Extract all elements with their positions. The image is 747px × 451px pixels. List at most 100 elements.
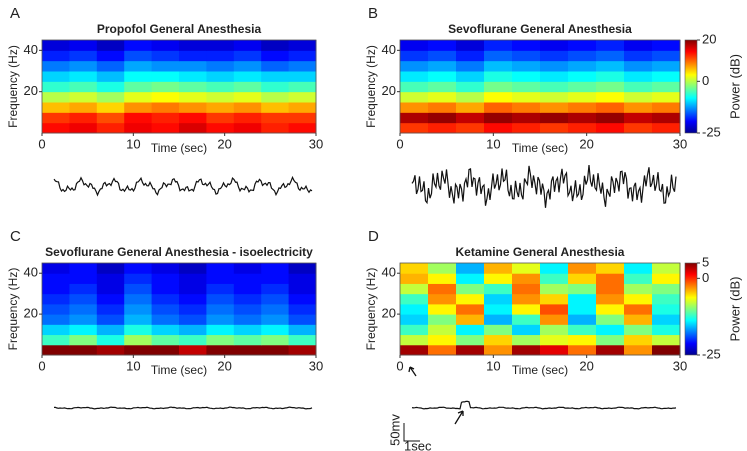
- x-tick-label: 30: [309, 358, 323, 373]
- heat-cell: [484, 324, 513, 336]
- heat-cell: [456, 324, 485, 336]
- heat-cell: [96, 273, 125, 284]
- heat-cell: [568, 112, 597, 124]
- heat-cell: [624, 314, 653, 325]
- heat-cell: [484, 102, 513, 113]
- heat-cell: [124, 50, 153, 62]
- heat-cell: [42, 303, 70, 315]
- y-tick-label: 20: [382, 306, 396, 321]
- heat-cell: [288, 303, 317, 315]
- heat-cell: [456, 40, 485, 51]
- y-axis-label: Frequency (Hz): [364, 268, 378, 351]
- heat-cell: [288, 40, 317, 51]
- heat-cell: [652, 263, 681, 274]
- heat-cell: [456, 91, 485, 103]
- panel-label: C: [10, 228, 21, 245]
- heat-cell: [428, 122, 457, 134]
- x-tick-label: 10: [126, 358, 140, 373]
- heat-cell: [512, 303, 541, 315]
- plot-frame: [399, 39, 681, 134]
- heat-cell: [96, 283, 125, 295]
- heat-cell: [624, 283, 653, 295]
- heat-cell: [179, 263, 207, 274]
- heat-cell: [568, 334, 597, 346]
- heat-cell: [596, 283, 625, 295]
- heat-cell: [69, 263, 98, 274]
- heat-cell: [151, 334, 180, 346]
- x-tick-label: 10: [486, 358, 500, 373]
- heat-cell: [568, 71, 597, 82]
- heat-cell: [428, 334, 457, 346]
- heat-cell: [288, 60, 317, 72]
- heat-cell: [568, 50, 597, 62]
- heat-cell: [512, 314, 541, 325]
- heat-cell: [456, 122, 485, 134]
- heat-cell: [42, 344, 70, 356]
- heat-cell: [261, 344, 290, 356]
- x-axis-label: Time (sec): [151, 141, 207, 155]
- heat-cell: [288, 263, 317, 274]
- heat-cell: [96, 263, 125, 274]
- heat-cell: [512, 293, 541, 305]
- heat-cell: [428, 263, 457, 274]
- heat-cell: [42, 81, 70, 93]
- heat-cell: [540, 293, 569, 305]
- heat-cell: [428, 91, 457, 103]
- heat-cell: [233, 273, 262, 284]
- heat-cell: [151, 112, 180, 124]
- heat-cell: [124, 81, 153, 93]
- heat-cell: [151, 283, 180, 295]
- heat-cell: [261, 91, 290, 103]
- heat-cell: [124, 314, 153, 325]
- heat-cell: [233, 50, 262, 62]
- heat-cell: [400, 293, 429, 305]
- heat-cell: [206, 50, 235, 62]
- heat-cell: [568, 81, 597, 93]
- heat-cell: [179, 112, 207, 124]
- heat-cell: [400, 81, 429, 93]
- heat-cell: [261, 102, 290, 113]
- heat-cell: [512, 50, 541, 62]
- heat-cell: [456, 303, 485, 315]
- heat-cell: [206, 334, 235, 346]
- heat-cell: [512, 344, 541, 356]
- heat-cell: [484, 293, 513, 305]
- heat-cell: [568, 314, 597, 325]
- colorbar-tick-label: 0: [702, 270, 709, 285]
- heat-cell: [484, 303, 513, 315]
- heat-cell: [233, 112, 262, 124]
- heat-cell: [400, 314, 429, 325]
- heat-cell: [596, 324, 625, 336]
- panel-label: B: [368, 5, 378, 22]
- heat-cell: [652, 102, 681, 113]
- heat-cell: [400, 40, 429, 51]
- heat-cell: [288, 112, 317, 124]
- heat-cell: [69, 112, 98, 124]
- heat-cell: [233, 71, 262, 82]
- x-axis-label: Time (sec): [151, 363, 207, 377]
- heat-cell: [652, 283, 681, 295]
- heat-cell: [456, 263, 485, 274]
- heat-cell: [540, 303, 569, 315]
- heat-cell: [206, 263, 235, 274]
- heat-cell: [206, 293, 235, 305]
- heat-cell: [261, 324, 290, 336]
- heat-cell: [261, 71, 290, 82]
- y-axis-label: Frequency (Hz): [6, 45, 20, 128]
- heat-cell: [124, 263, 153, 274]
- heat-cell: [124, 91, 153, 103]
- heat-cell: [596, 60, 625, 72]
- heat-cell: [540, 344, 569, 356]
- heat-cell: [151, 303, 180, 315]
- heat-cell: [151, 102, 180, 113]
- heat-cell: [428, 293, 457, 305]
- heat-cell: [69, 102, 98, 113]
- heat-cell: [456, 102, 485, 113]
- heat-cell: [151, 50, 180, 62]
- heat-cell: [288, 102, 317, 113]
- heat-cell: [261, 283, 290, 295]
- heat-cell: [400, 50, 429, 62]
- heat-cell: [151, 263, 180, 274]
- heat-cell: [233, 263, 262, 274]
- heat-cell: [400, 334, 429, 346]
